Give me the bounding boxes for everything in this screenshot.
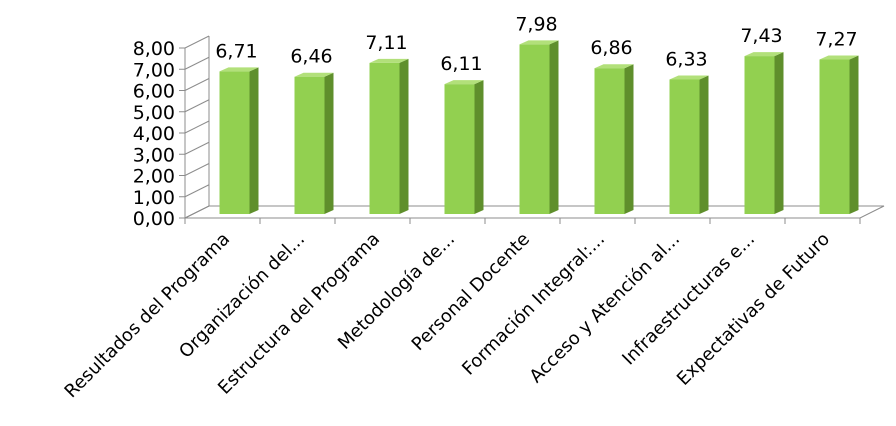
y-gridline-diagonal	[184, 120, 210, 134]
bar	[294, 72, 334, 214]
bar	[594, 64, 634, 214]
bar-top-face	[669, 75, 709, 80]
x-tick-label: Acceso y Atención al...	[526, 229, 684, 387]
y-gridline-diagonal	[184, 56, 210, 70]
y-tick-label: 8,00	[133, 38, 175, 60]
y-gridline-diagonal	[184, 205, 210, 219]
y-tick-label: 3,00	[133, 144, 175, 166]
y-tick-label: 6,00	[133, 81, 175, 103]
bar-front-face	[369, 62, 400, 214]
data-label: 6,33	[665, 48, 707, 70]
bar-top-face	[819, 55, 859, 60]
bar-side-face	[699, 75, 709, 214]
x-tick-label: Expectativas de Futuro	[673, 229, 834, 390]
bar	[744, 52, 784, 214]
bar-front-face	[519, 44, 550, 214]
data-label: 7,43	[740, 25, 782, 47]
bar-top-face	[519, 40, 559, 45]
bar-side-face	[774, 52, 784, 214]
y-tick-label: 5,00	[133, 102, 175, 124]
data-label: 7,27	[815, 29, 857, 51]
data-labels: 6,71 6,46 7,11 6,11 7,98 6,86 6,33 7,43 7,27	[215, 13, 857, 75]
bar	[219, 67, 259, 214]
bar-top-face	[594, 64, 634, 69]
bar-side-face	[324, 72, 334, 214]
x-tick-label: Infraestructuras e...	[618, 229, 759, 370]
x-tick-label: Organización del...	[175, 229, 309, 363]
bar-front-face	[444, 84, 475, 214]
bar	[669, 75, 709, 214]
bar-side-face	[474, 80, 484, 214]
bar-front-face	[594, 68, 625, 214]
bar-side-face	[849, 55, 859, 215]
bar-front-face	[219, 71, 250, 214]
bar	[819, 55, 859, 215]
data-label: 6,11	[440, 53, 482, 75]
bar-top-face	[219, 67, 259, 72]
y-gridline-diagonal	[184, 99, 210, 113]
bar-top-face	[369, 58, 409, 63]
y-tick-label: 2,00	[133, 166, 175, 188]
y-tick-label: 4,00	[133, 123, 175, 145]
bar-front-face	[744, 56, 775, 214]
bar-side-face	[549, 40, 559, 214]
bar	[519, 40, 559, 214]
bar-series	[219, 40, 859, 215]
data-label: 6,46	[290, 46, 332, 68]
y-gridline-diagonal	[184, 35, 210, 49]
y-gridline-diagonal	[184, 184, 210, 198]
bar	[369, 58, 409, 214]
y-axis-ticks: 0,001,002,003,004,005,006,007,008,00	[133, 35, 210, 230]
y-gridline-diagonal	[184, 163, 210, 176]
data-label: 7,11	[365, 32, 407, 54]
bar-side-face	[249, 67, 259, 214]
y-gridline-diagonal	[184, 78, 210, 91]
bar-top-face	[294, 72, 334, 77]
x-tick-label: Formación Integral:...	[458, 229, 609, 380]
bar-side-face	[624, 64, 634, 214]
bar	[444, 80, 484, 214]
bar-side-face	[399, 58, 409, 214]
y-tick-label: 1,00	[133, 187, 175, 209]
data-label: 7,98	[515, 13, 557, 35]
bar-front-face	[294, 76, 325, 214]
y-gridline-diagonal	[184, 141, 210, 155]
data-label: 6,71	[215, 40, 257, 62]
bar-top-face	[744, 52, 784, 57]
bar-front-face	[819, 59, 850, 215]
bar-top-face	[444, 80, 484, 85]
y-tick-label: 7,00	[133, 59, 175, 81]
bar-front-face	[669, 79, 700, 214]
data-label: 6,86	[590, 37, 632, 59]
y-tick-label: 0,00	[133, 208, 175, 230]
